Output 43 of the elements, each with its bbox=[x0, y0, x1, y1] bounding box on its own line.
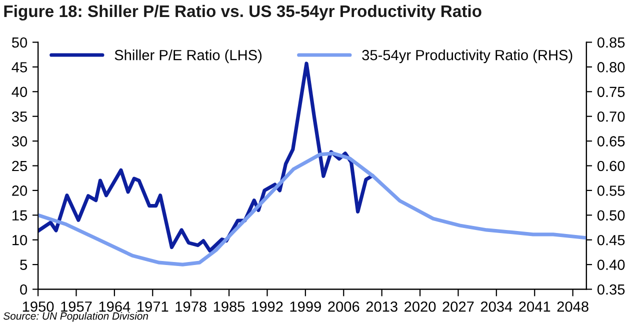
y-tick-label: 20 bbox=[12, 186, 28, 196]
x-tick-label: 1971 bbox=[138, 301, 168, 312]
x-tick-label: 2013 bbox=[366, 301, 398, 312]
y-tick-label: 50 bbox=[12, 37, 28, 48]
x-tick-label: 1950 bbox=[22, 301, 54, 312]
y2-tick-label: 0.60 bbox=[597, 160, 625, 172]
source-note: Source: UN Population Division bbox=[3, 312, 148, 322]
x-tick-label: 1999 bbox=[290, 301, 321, 312]
x-tick-label: 2006 bbox=[328, 301, 360, 312]
chart-title: Figure 18: Shiller P/E Ratio vs. US 35-54yr Productivity Ratio bbox=[4, 4, 482, 20]
y2-tick-label: 0.45 bbox=[597, 234, 625, 246]
x-tick-label: 2034 bbox=[480, 301, 512, 312]
y2-tick-label: 0.65 bbox=[597, 136, 625, 146]
x-tick-label: 2020 bbox=[404, 301, 436, 312]
x-tick-label: 2041 bbox=[519, 301, 550, 312]
y-tick-label: 5 bbox=[20, 260, 28, 270]
x-tick-label: 2048 bbox=[557, 301, 588, 312]
x-tick-label: 2027 bbox=[442, 301, 474, 312]
y-tick-label: 40 bbox=[12, 86, 28, 98]
y2-tick-label: 0.40 bbox=[597, 260, 625, 270]
x-tick-label: 1992 bbox=[252, 301, 283, 312]
line-series bbox=[38, 152, 586, 266]
y2-tick-label: 0.55 bbox=[597, 186, 625, 196]
y-tick-label: 10 bbox=[12, 234, 28, 246]
y2-tick-label: 0.75 bbox=[597, 86, 625, 98]
y-tick-label: 15 bbox=[12, 210, 28, 221]
y-tick-label: 25 bbox=[12, 160, 28, 172]
y2-tick-label: 0.85 bbox=[597, 37, 625, 48]
y2-tick-label: 0.35 bbox=[597, 284, 625, 295]
x-tick-label: 1978 bbox=[176, 301, 206, 312]
x-tick-label: 1985 bbox=[214, 301, 245, 312]
y-tick-label: 0 bbox=[20, 284, 28, 295]
y-tick-label: 30 bbox=[12, 136, 28, 146]
y2-tick-label: 0.50 bbox=[597, 210, 625, 221]
x-tick-label: 1957 bbox=[61, 301, 92, 312]
y2-tick-label: 0.80 bbox=[597, 62, 625, 72]
y-tick-label: 45 bbox=[12, 62, 28, 72]
legend-label: 35-54yr Productivity Ratio (RHS) bbox=[362, 50, 572, 64]
legend-label: Shiller P/E Ratio (LHS) bbox=[114, 50, 262, 64]
y-tick-label: 35 bbox=[12, 111, 28, 122]
y2-tick-label: 0.70 bbox=[597, 111, 625, 122]
x-tick-label: 1964 bbox=[99, 301, 130, 312]
line-series bbox=[38, 62, 374, 253]
